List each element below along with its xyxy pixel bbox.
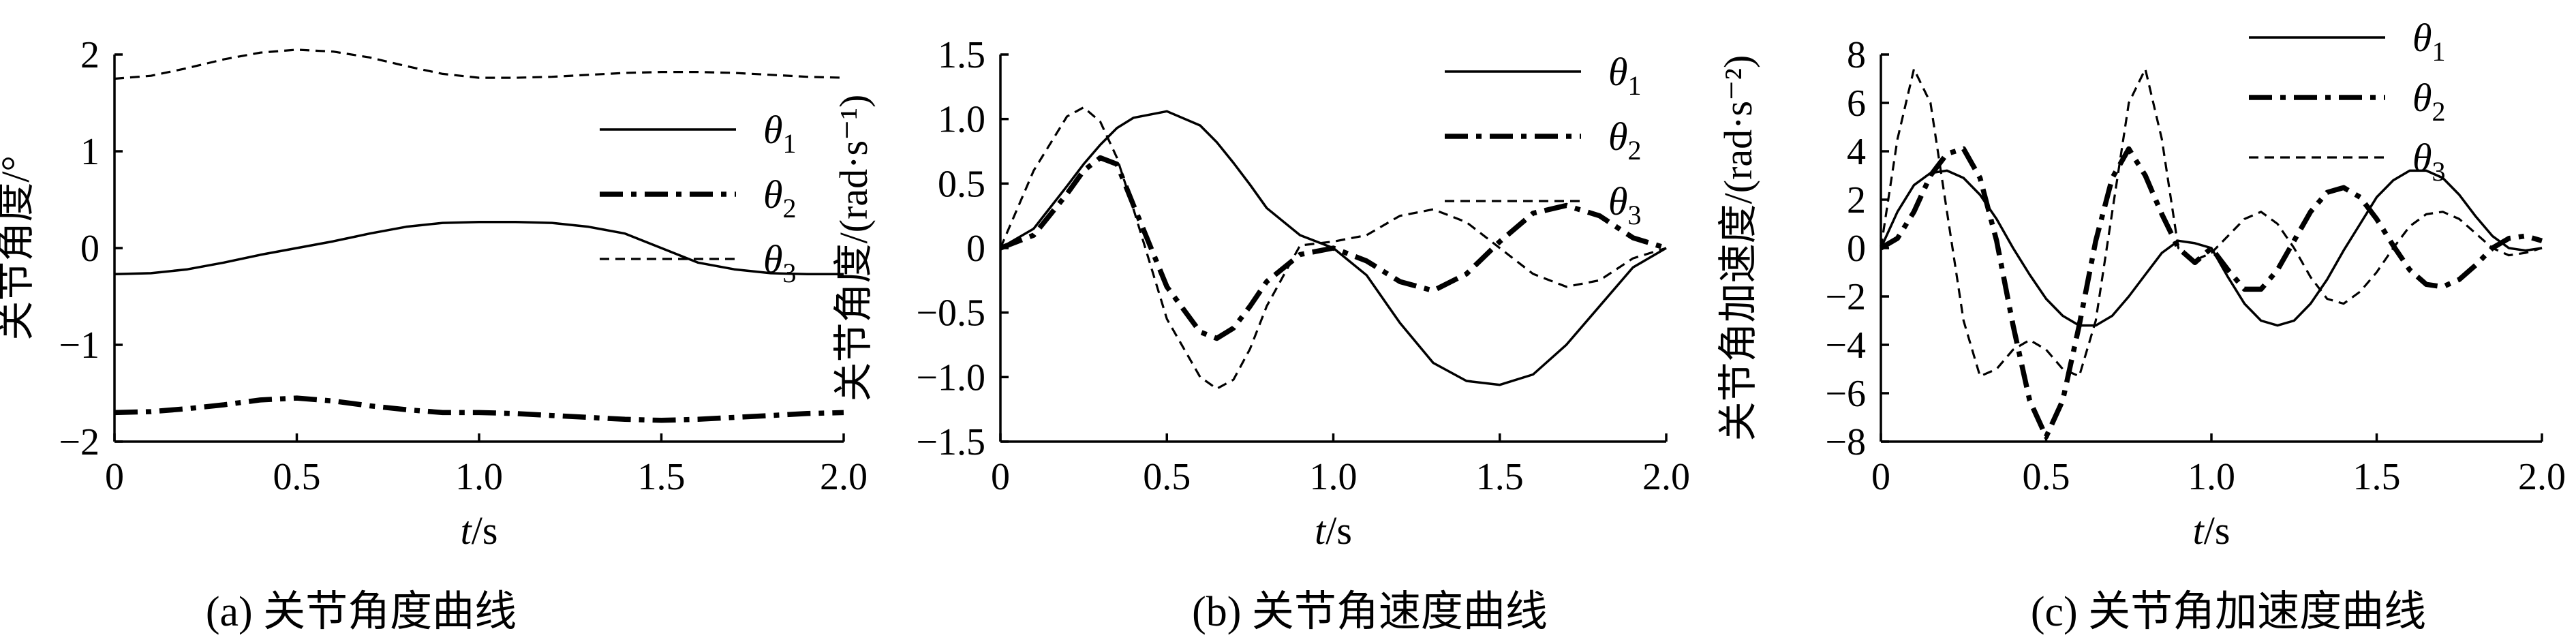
x-tick-label: 0 <box>1871 456 1890 498</box>
x-tick-label: 0.5 <box>273 456 321 498</box>
y-tick-label: −2 <box>1825 276 1866 318</box>
y-tick-label: −1 <box>59 324 99 367</box>
y-tick-label: −1.0 <box>916 356 985 399</box>
y-tick-label: −1.5 <box>916 421 985 463</box>
x-tick-label: 0.5 <box>2023 456 2070 498</box>
panel-caption: (b) 关节角速度曲线 <box>1192 589 1548 635</box>
x-tick-label: 2.0 <box>820 456 868 498</box>
x-tick-label: 0 <box>105 456 124 498</box>
y-tick-label: 0 <box>1847 228 1866 270</box>
series-line-theta1 <box>114 220 844 276</box>
y-axis-title: 关节角度/(rad·s⁻¹) <box>831 95 876 402</box>
y-tick-label: 0 <box>80 228 99 270</box>
x-tick-label: 1.5 <box>638 456 686 498</box>
y-tick-label: 6 <box>1847 82 1866 125</box>
y-tick-label: −2 <box>59 421 99 463</box>
x-tick-label: 1.0 <box>1310 456 1358 498</box>
series-line-theta2 <box>114 395 844 423</box>
legend-label-theta3: θ3 <box>2412 136 2446 187</box>
y-tick-label: 0 <box>966 228 985 270</box>
legend-label-theta3: θ3 <box>1608 179 1642 230</box>
x-tick-label: 2.0 <box>2518 456 2566 498</box>
y-tick-label: 8 <box>1847 34 1866 76</box>
x-axis-title: t/s <box>461 508 498 553</box>
y-tick-label: −6 <box>1825 373 1866 415</box>
series-line-theta1 <box>1000 110 1667 386</box>
legend-label-theta2: θ2 <box>1608 114 1642 166</box>
y-axis-title: 关节角加速度/(rad·s⁻²) <box>1716 55 1760 442</box>
panel-caption: (c) 关节角加速度曲线 <box>2031 589 2426 635</box>
legend-label-theta1: θ1 <box>2412 16 2446 67</box>
y-tick-label: 1 <box>80 131 99 173</box>
legend-label-theta2: θ2 <box>2412 76 2446 127</box>
x-tick-label: 1.5 <box>2353 456 2401 498</box>
legend-label-theta2: θ2 <box>763 172 797 224</box>
x-axis-title: t/s <box>1315 508 1352 553</box>
y-tick-label: 2 <box>80 34 99 76</box>
x-tick-label: 0 <box>991 456 1010 498</box>
legend-label-theta1: θ1 <box>763 108 797 159</box>
legend-label-theta1: θ1 <box>1608 50 1642 101</box>
legend-label-theta3: θ3 <box>763 237 797 288</box>
y-tick-label: 1.5 <box>938 34 985 76</box>
panel-caption: (a) 关节角度曲线 <box>206 589 517 635</box>
y-tick-label: 1.0 <box>938 99 985 141</box>
series-line-theta3 <box>114 48 844 80</box>
x-tick-label: 1.0 <box>455 456 503 498</box>
x-tick-label: 1.0 <box>2188 456 2235 498</box>
y-tick-label: −4 <box>1825 324 1866 367</box>
series-line-theta3 <box>999 106 1667 390</box>
y-axis-title: 关节角度/° <box>0 155 37 340</box>
y-tick-label: −8 <box>1825 421 1866 463</box>
series-line-theta1 <box>1880 169 2543 327</box>
y-tick-label: −0.5 <box>916 292 985 335</box>
y-tick-label: 4 <box>1847 131 1866 173</box>
series-line-theta2 <box>999 155 1668 341</box>
x-tick-label: 2.0 <box>1642 456 1690 498</box>
y-tick-label: 2 <box>1847 179 1866 221</box>
x-axis-title: t/s <box>2193 508 2230 553</box>
x-tick-label: 0.5 <box>1143 456 1191 498</box>
x-tick-label: 1.5 <box>1476 456 1524 498</box>
panel-b-joint-velocity: 1.51.00.50−0.5−1.0−1.50 0.5 1.0 1.5 2.0t/s关节… <box>831 34 1690 635</box>
series-line-theta3 <box>1880 67 2543 378</box>
y-tick-label: 0.5 <box>938 163 985 205</box>
series-line-theta2 <box>1880 146 2543 440</box>
